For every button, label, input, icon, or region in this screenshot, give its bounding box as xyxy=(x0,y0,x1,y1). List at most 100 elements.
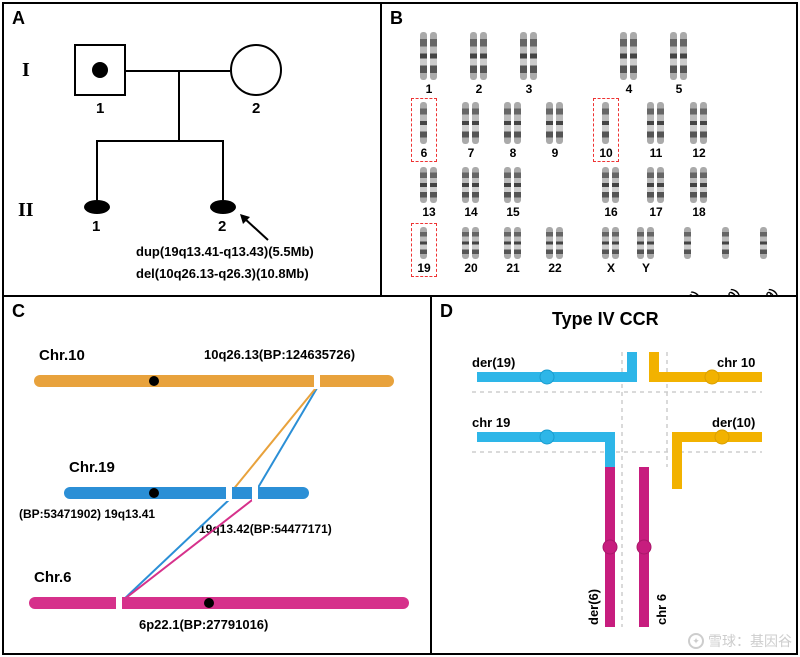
annot-dup: dup(19q13.41-q13.43)(5.5Mb) xyxy=(136,244,314,259)
chromosome-label: 8 xyxy=(510,146,517,160)
chromosome-label: 14 xyxy=(464,205,477,219)
chromosome xyxy=(462,167,469,203)
karyotype: 12345678910111213141516171819202122XYder… xyxy=(392,12,790,289)
proband-arrow-icon xyxy=(240,214,270,244)
chromosome xyxy=(690,167,697,203)
chromosome xyxy=(700,102,707,144)
chromosome xyxy=(504,167,511,203)
panel-d: D Type IV CCR der(19) chr 10 chr 19 der(… xyxy=(430,295,798,655)
chromosome xyxy=(514,167,521,203)
child2-symbol xyxy=(210,200,236,214)
chromosome xyxy=(612,227,619,259)
chr6-break xyxy=(116,595,122,611)
watermark: ✦ 雪球：基因谷 xyxy=(688,631,792,651)
chromosome xyxy=(504,227,511,259)
chromosome-label: Y xyxy=(642,261,650,275)
panel-c: C Chr.10 10q26.13(BP:124635726) Chr.19 (… xyxy=(2,295,432,655)
chromosome-label: 7 xyxy=(468,146,475,160)
annot-del: del(10q26.13-q26.3)(10.8Mb) xyxy=(136,266,309,281)
chromosome-label: 22 xyxy=(548,261,561,275)
chromosome xyxy=(472,102,479,144)
sib-line xyxy=(96,140,224,142)
chromosome-label: 3 xyxy=(526,82,533,96)
chromosome-label: 4 xyxy=(626,82,633,96)
chromosome xyxy=(462,102,469,144)
chromosome-label: 13 xyxy=(422,205,435,219)
chromosome xyxy=(546,227,553,259)
chromosome xyxy=(680,32,687,80)
chromosome-label: 9 xyxy=(552,146,559,160)
mother-symbol xyxy=(230,44,282,96)
chromosome xyxy=(556,227,563,259)
c1-drop xyxy=(96,140,98,200)
chromosome xyxy=(690,102,697,144)
chromosome xyxy=(430,167,437,203)
d-der10: der(10) xyxy=(712,415,755,430)
chromosome-label: 16 xyxy=(604,205,617,219)
chromosome-label: 20 xyxy=(464,261,477,275)
chromosome xyxy=(700,167,707,203)
d-der19: der(19) xyxy=(472,355,515,370)
c2-drop xyxy=(222,140,224,200)
d-chr10: chr 10 xyxy=(717,355,755,370)
chromosome xyxy=(520,32,527,80)
chr19-bar xyxy=(64,487,309,499)
chromosome xyxy=(722,227,729,259)
chromosome xyxy=(420,32,427,80)
father-num: 1 xyxy=(96,100,104,117)
chromosome-label: 5 xyxy=(676,82,683,96)
panel-a-label: A xyxy=(12,8,25,29)
desc-line xyxy=(178,70,180,140)
child2-num: 2 xyxy=(218,218,226,235)
chromosome-label: 1 xyxy=(426,82,433,96)
watermark-text: 雪球：基因谷 xyxy=(708,631,792,651)
chromosome xyxy=(556,102,563,144)
chromosome-label: X xyxy=(607,261,615,275)
gen1-label: I xyxy=(22,59,30,82)
chromosome xyxy=(760,227,767,259)
chromosome xyxy=(602,227,609,259)
chromosome xyxy=(480,32,487,80)
d-chr19: chr 19 xyxy=(472,415,510,430)
chromosome xyxy=(647,102,654,144)
chromosome xyxy=(684,227,691,259)
chromosome-label: 18 xyxy=(692,205,705,219)
chr19-break1 xyxy=(226,485,232,501)
chromosome xyxy=(514,102,521,144)
d-der6: der(6) xyxy=(586,589,601,625)
chromosome xyxy=(630,32,637,80)
chr6-bar xyxy=(29,597,409,609)
chromosome xyxy=(670,32,677,80)
chr19-centromere xyxy=(149,488,159,498)
chr10-break xyxy=(314,373,320,389)
chromosome xyxy=(647,167,654,203)
chromosome xyxy=(546,102,553,144)
chromosome-label: 21 xyxy=(506,261,519,275)
ccr-diagram xyxy=(432,297,800,657)
panel-b: B 12345678910111213141516171819202122XYd… xyxy=(380,2,798,297)
chromosome-label: 12 xyxy=(692,146,705,160)
chromosome xyxy=(470,32,477,80)
chromosome xyxy=(472,167,479,203)
chromosome xyxy=(514,227,521,259)
chromosome xyxy=(657,102,664,144)
chromosome xyxy=(637,227,644,259)
chr19-break2 xyxy=(252,485,258,501)
chr10-centromere xyxy=(149,376,159,386)
highlight-box xyxy=(593,98,619,162)
chr6-centromere xyxy=(204,598,214,608)
child1-num: 1 xyxy=(92,218,100,235)
highlight-box xyxy=(411,98,437,162)
carrier-dot xyxy=(92,62,108,78)
mother-num: 2 xyxy=(252,100,260,117)
chr10-bar xyxy=(34,375,394,387)
chromosome xyxy=(620,32,627,80)
chromosome xyxy=(420,167,427,203)
chromosome-label: 11 xyxy=(650,146,663,160)
chromosome xyxy=(647,227,654,259)
highlight-box xyxy=(411,223,437,277)
watermark-logo-icon: ✦ xyxy=(688,633,704,649)
d-chr6: chr 6 xyxy=(654,594,669,625)
chromosome xyxy=(602,167,609,203)
chromosome xyxy=(472,227,479,259)
